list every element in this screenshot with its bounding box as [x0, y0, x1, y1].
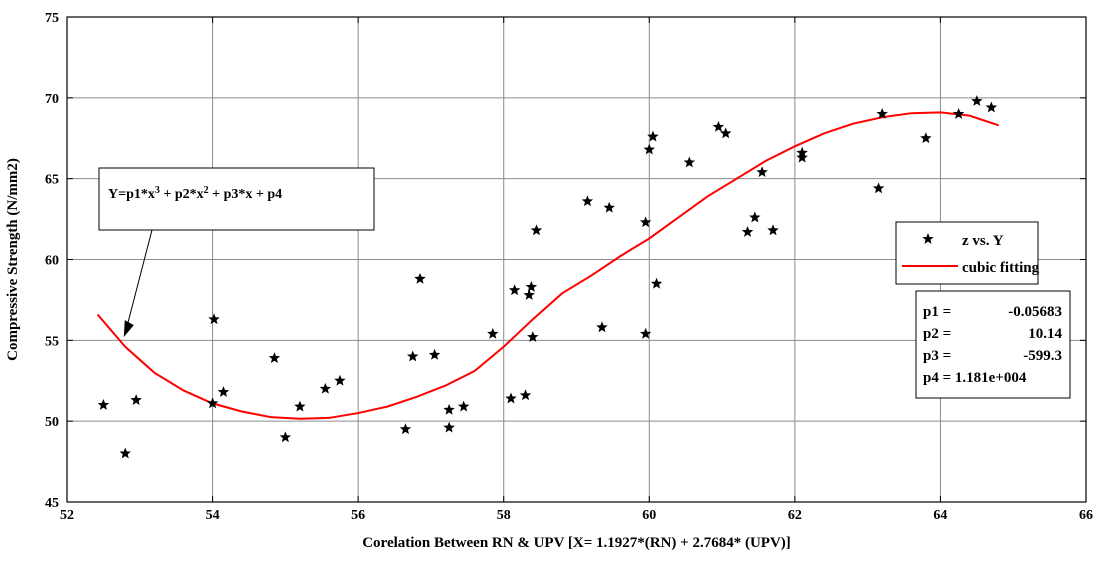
legend-label: z vs. Y: [962, 233, 1004, 249]
data-point: [712, 120, 725, 132]
data-point: [268, 352, 281, 363]
data-point: [414, 272, 426, 284]
data-point: [639, 216, 652, 228]
data-point: [279, 431, 292, 443]
data-point: [407, 350, 419, 362]
data-point: [952, 108, 965, 119]
data-point: [720, 127, 732, 139]
equation-segment: + p3*x + p4: [209, 187, 283, 202]
y-tick-label: 45: [45, 496, 59, 511]
y-tick-label: 50: [45, 415, 59, 430]
data-point: [767, 224, 779, 236]
x-tick-label: 64: [933, 508, 947, 523]
data-point: [505, 392, 517, 404]
data-point: [443, 403, 455, 415]
x-tick-label: 62: [788, 508, 802, 523]
coefficient-label: p3 =: [923, 348, 951, 364]
coefficient-label: p1 =: [923, 304, 951, 320]
y-tick-label: 60: [45, 254, 59, 269]
x-tick-label: 66: [1079, 508, 1093, 523]
data-point: [971, 95, 983, 106]
data-point: [683, 156, 696, 168]
data-point: [872, 182, 885, 194]
legend-label: cubic fitting: [962, 260, 1040, 276]
coefficient-label: p2 =: [923, 326, 951, 342]
x-tick-label: 52: [60, 508, 74, 523]
data-point: [334, 374, 346, 386]
data-point: [796, 146, 808, 158]
data-point: [457, 400, 470, 412]
data-point: [97, 399, 110, 410]
data-point: [217, 386, 230, 397]
equation-text: Y=p1*x3 + p2*x2 + p3*x + p4: [108, 185, 282, 203]
data-point: [130, 394, 142, 405]
data-point: [428, 348, 441, 360]
coefficient-value: -0.05683: [1008, 304, 1062, 320]
coefficient-value: 10.14: [1028, 326, 1062, 342]
coefficients-box: p1 = -0.05683 p2 = 10.14 p3 = -599.3 p4 = 1.18…: [915, 290, 1071, 399]
data-point: [643, 143, 655, 155]
data-point: [876, 108, 888, 119]
fit-curve: [96, 111, 999, 420]
data-point: [206, 397, 219, 409]
data-point: [920, 132, 932, 144]
equation-annotation: Y=p1*x3 + p2*x2 + p3*x + p4: [98, 167, 375, 338]
data-point: [294, 400, 306, 412]
x-tick-label: 56: [351, 508, 365, 523]
legend: z vs. Y cubic fitting: [895, 221, 1040, 285]
data-point: [749, 211, 761, 223]
data-point: [119, 447, 131, 459]
data-point: [508, 284, 521, 296]
data-point: [603, 201, 615, 213]
y-tick-label: 70: [45, 92, 59, 107]
data-point: [985, 101, 998, 113]
x-axis-title: Corelation Between RN & UPV [X= 1.1927*(…: [362, 535, 791, 551]
legend-box: [895, 221, 1039, 285]
data-point: [319, 382, 332, 394]
equation-segment: Y=p1*x: [108, 187, 155, 202]
data-point: [741, 226, 754, 237]
data-point: [443, 421, 455, 433]
coefficient-label: p4 = 1.181e+004: [923, 370, 1027, 386]
data-point: [596, 321, 608, 333]
equation-exponent: 3: [155, 185, 160, 196]
equation-segment: + p2*x: [160, 187, 204, 202]
annotation-arrowhead: [123, 320, 134, 338]
y-tick-label: 75: [45, 11, 59, 26]
data-point: [487, 327, 499, 339]
coefficients-box-border: [915, 290, 1071, 399]
data-point: [208, 313, 220, 325]
data-point: [647, 130, 659, 142]
data-point: [527, 331, 539, 342]
y-tick-label: 65: [45, 173, 59, 188]
data-point: [639, 327, 652, 339]
equation-exponent: 2: [204, 185, 209, 196]
x-tick-label: 60: [642, 508, 656, 523]
x-tick-label: 58: [497, 508, 511, 523]
data-point: [581, 195, 594, 207]
data-point: [523, 289, 535, 300]
data-point: [525, 280, 538, 292]
legend-marker-star: [922, 233, 934, 244]
data-point: [519, 389, 532, 401]
coefficient-value: -599.3: [1023, 348, 1062, 364]
y-tick-label: 55: [45, 334, 59, 349]
data-point: [530, 224, 543, 236]
x-tick-label: 54: [206, 508, 220, 523]
data-point: [650, 277, 663, 289]
data-point: [796, 151, 808, 163]
y-axis-title: Compressive Strength (N/mm2): [5, 158, 21, 361]
annotation-arrow: [125, 229, 153, 332]
data-point: [399, 423, 412, 435]
data-point: [756, 166, 768, 178]
